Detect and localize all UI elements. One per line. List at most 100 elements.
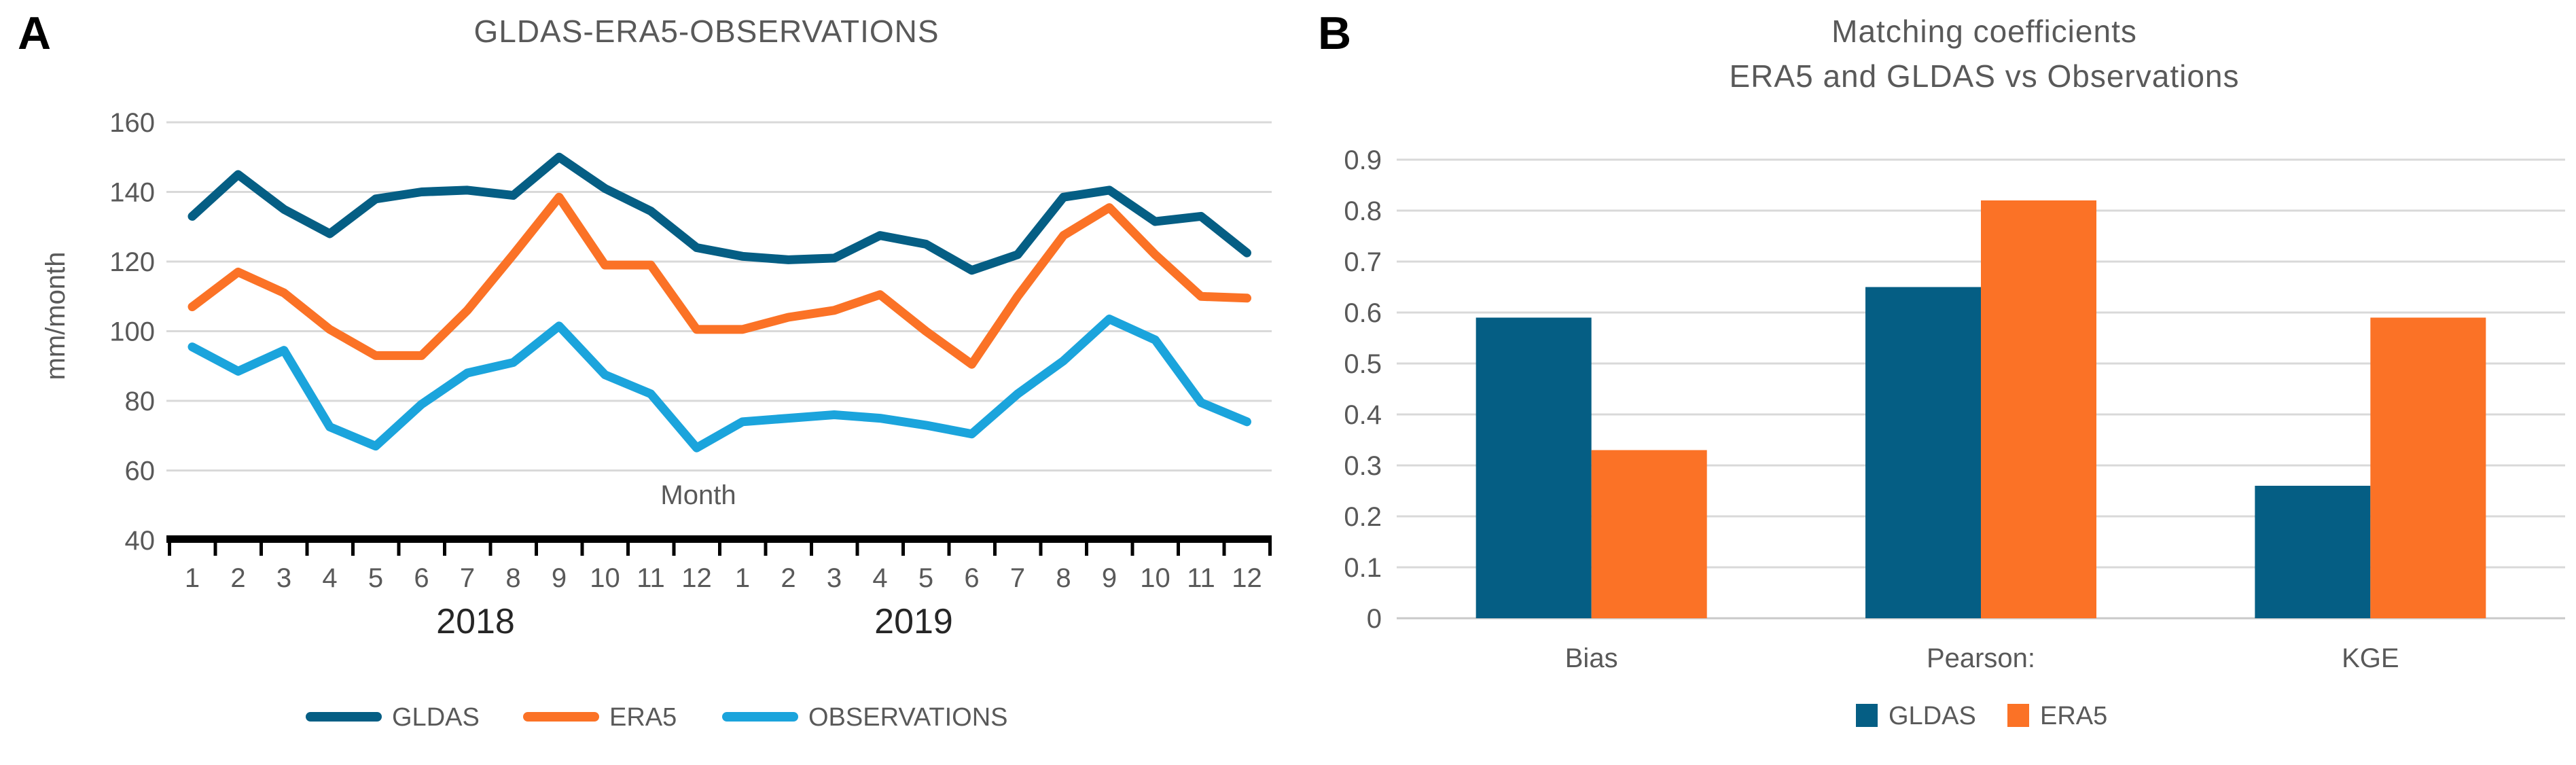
- axis-tick: [260, 543, 263, 556]
- x-tick-label: 9: [1102, 563, 1117, 593]
- bar-series: [1475, 200, 2486, 618]
- bar-era5-pearson: [1981, 200, 2096, 618]
- panel-b-bar-chart: B Matching coefficients ERA5 and GLDAS v…: [1318, 7, 2565, 730]
- y-tick-label: 0.8: [1344, 196, 1382, 226]
- panel-a-title: GLDAS-ERA5-OBSERVATIONS: [473, 14, 939, 49]
- x-tick-label: 5: [918, 563, 933, 593]
- axis-tick: [305, 543, 309, 556]
- x-tick-label: 9: [552, 563, 567, 593]
- x-tick-label: 11: [1187, 563, 1215, 593]
- x-tick-label: 10: [1140, 563, 1170, 593]
- x-tick-label: 3: [827, 563, 842, 593]
- y-tick-label: 0.3: [1344, 451, 1382, 481]
- era5-line-swatch: [523, 712, 599, 722]
- axis-tick: [213, 543, 217, 556]
- x-tick-label: 8: [1056, 563, 1071, 593]
- era5-swatch: [2007, 704, 2029, 727]
- x-axis: [166, 535, 1272, 556]
- observations-line-swatch: [722, 712, 798, 722]
- axis-tick: [672, 543, 676, 556]
- y-tick-label: 0.4: [1344, 400, 1382, 430]
- axis-tick: [810, 543, 813, 556]
- legend-label: OBSERVATIONS: [808, 703, 1008, 732]
- bar-era5-kge: [2370, 317, 2486, 618]
- series-line-era5: [187, 192, 1251, 369]
- y-tick-label: 80: [125, 387, 156, 416]
- axis-tick: [488, 543, 493, 556]
- y-tick-label: 100: [109, 317, 155, 347]
- axis-tick: [1222, 543, 1226, 556]
- bar-era5-bias: [1591, 450, 1707, 618]
- y-tick-label: 0.2: [1344, 502, 1382, 532]
- x-tick-label: 12: [1232, 563, 1262, 593]
- year-label-2018: 2018: [436, 602, 515, 641]
- x-tick-label: 10: [590, 563, 620, 593]
- x-tick-label: 11: [637, 563, 665, 593]
- x-tick-label: 6: [964, 563, 979, 593]
- y-tick-label: 60: [125, 457, 156, 486]
- legend-item-observations: OBSERVATIONS: [722, 703, 1008, 732]
- panel-b-title-line1: Matching coefficients: [1831, 14, 2137, 49]
- gridlines: [166, 121, 1272, 472]
- legend-item-era5: ERA5: [2007, 702, 2107, 730]
- bar-gldas-kge: [2255, 486, 2371, 618]
- panel-a-label: A: [18, 7, 51, 59]
- axis-tick: [1130, 543, 1134, 556]
- x-tick-label: 2: [781, 563, 795, 593]
- series-line-gldas: [187, 152, 1251, 275]
- axis-tick: [535, 543, 538, 556]
- axis-tick: [168, 543, 171, 556]
- legend-label: ERA5: [609, 703, 677, 732]
- y-axis-title: mm/month: [41, 252, 71, 380]
- y-tick-label: 0.7: [1344, 247, 1382, 277]
- axis-tick: [1268, 543, 1272, 556]
- gldas-line-swatch: [306, 712, 382, 722]
- line-series: [187, 152, 1251, 452]
- y-tick-labels: 0 0.1 0.2 0.3 0.4 0.5 0.6 0.7 0.8 0.9: [1344, 145, 1382, 634]
- category-label: Pearson:: [1927, 643, 2035, 673]
- axis-tick: [718, 543, 721, 556]
- axis-tick: [397, 543, 401, 556]
- legend-label: GLDAS: [1889, 702, 1976, 730]
- panel-a-line-chart: A GLDAS-ERA5-OBSERVATIONS mm/month Month…: [18, 7, 1272, 732]
- x-tick-label: 5: [368, 563, 383, 593]
- gldas-swatch: [1856, 704, 1878, 727]
- y-tick-label: 160: [109, 108, 155, 138]
- y-tick-label: 0.6: [1344, 298, 1382, 328]
- x-tick-label: 6: [414, 563, 429, 593]
- axis-tick: [351, 543, 355, 556]
- y-tick-label: 0.9: [1344, 145, 1382, 175]
- bar-gldas-pearson: [1865, 287, 1981, 618]
- legend: GLDAS ERA5: [1856, 702, 2107, 730]
- legend-label: GLDAS: [392, 703, 480, 732]
- y-tick-label: 140: [109, 178, 155, 208]
- panel-b-label: B: [1318, 7, 1351, 59]
- axis-tick: [901, 543, 905, 556]
- legend-item-gldas: GLDAS: [1856, 702, 1976, 730]
- axis-tick: [764, 543, 768, 556]
- x-tick-label: 7: [1010, 563, 1025, 593]
- x-tick-label: 4: [322, 563, 337, 593]
- axis-tick: [855, 543, 859, 556]
- x-tick-label: 4: [872, 563, 887, 593]
- axis-tick: [443, 543, 446, 556]
- year-label-2019: 2019: [874, 602, 953, 641]
- y-tick-labels: 40 60 80 100 120 140 160: [109, 108, 155, 556]
- y-tick-label: 40: [125, 526, 156, 556]
- legend: GLDAS ERA5 OBSERVATIONS: [306, 703, 1008, 732]
- axis-tick: [947, 543, 951, 556]
- x-tick-label: 1: [735, 563, 750, 593]
- axis-tick: [1177, 543, 1180, 556]
- x-tick-label: 7: [460, 563, 475, 593]
- y-tick-label: 0.1: [1344, 553, 1382, 583]
- y-tick-label: 120: [109, 247, 155, 277]
- bar-gldas-bias: [1475, 317, 1592, 618]
- axis-tick: [580, 543, 584, 556]
- category-label: Bias: [1565, 643, 1618, 673]
- x-axis-title: Month: [660, 480, 736, 510]
- category-labels: Bias Pearson: KGE: [1565, 643, 2399, 673]
- x-tick-label: 8: [505, 563, 520, 593]
- x-tick-label: 1: [185, 563, 200, 593]
- x-tick-label: 3: [276, 563, 291, 593]
